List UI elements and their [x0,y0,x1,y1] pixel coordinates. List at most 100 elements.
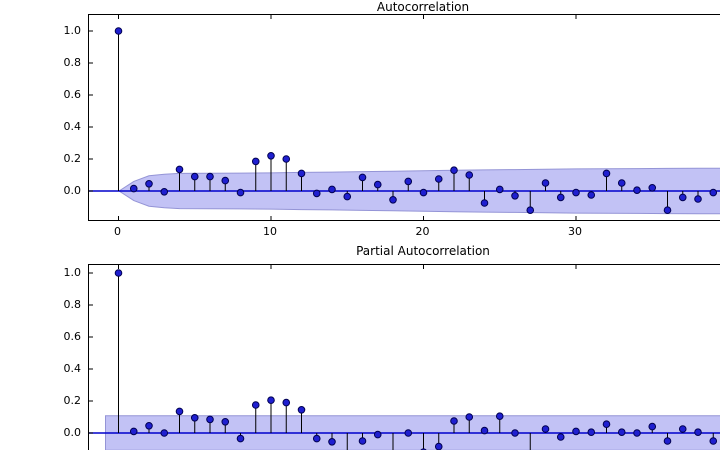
pacf-canvas [89,265,720,450]
stem-marker [221,176,230,185]
stem-marker [587,191,596,199]
stem-marker [114,269,123,277]
y-tick-label: 0.8 [63,56,82,69]
stem-marker [678,193,687,202]
stem-marker [129,184,138,193]
y-tick-label: 0.0 [63,426,82,439]
stem-marker [526,206,535,214]
stem-marker [206,172,214,181]
stem-marker [145,180,153,188]
stem-marker [617,179,626,187]
stem-marker [328,438,336,446]
stem-marker [556,433,565,441]
stem-marker [419,188,428,197]
stem-marker [648,422,657,431]
stem-marker [251,157,260,166]
stem-marker [267,152,275,160]
stem-marker [648,184,657,192]
stem-marker [633,429,641,437]
stem-marker [373,180,382,189]
stem-marker [312,189,321,198]
stem-marker [312,434,321,443]
stem-marker [602,169,611,178]
stem-marker [114,27,123,35]
stem-marker [541,425,550,433]
stem-marker [602,420,611,428]
stem-marker [450,166,458,174]
y-tick-label: 0.8 [63,298,82,311]
y-tick-label: 1.0 [63,24,82,37]
stem-marker [175,165,184,174]
stem-marker [160,188,169,196]
y-tick-label: 0.0 [63,184,82,197]
stem-marker [190,414,199,422]
x-tick-label: 0 [114,225,121,238]
stem-marker [541,179,550,187]
stem-marker [633,186,641,194]
y-tick-label: 0.6 [63,330,82,343]
stem-marker [145,422,153,430]
stem-marker [221,418,230,426]
stem-marker [678,425,687,433]
acf-canvas [89,15,720,220]
y-tick-label: 0.2 [63,394,82,407]
stem-marker [267,396,275,404]
stem-marker [358,173,367,182]
stem-marker [282,155,291,163]
stem-marker [663,206,672,214]
acf-axes [88,14,720,221]
stem-marker [495,412,504,420]
y-tick-label: 1.0 [63,266,82,279]
stem-marker [465,171,474,179]
stem-marker [587,428,596,436]
pacf-plot-title: Partial Autocorrelation [356,244,490,258]
stem-marker [328,185,336,194]
stem-marker [129,427,138,436]
pacf-axes [88,264,720,450]
y-tick-label: 0.2 [63,152,82,165]
stem-marker [694,428,702,436]
stem-marker [297,406,306,414]
stem-marker [175,407,184,416]
x-tick-label: 10 [263,225,277,238]
acf-plot-title: Autocorrelation [376,0,470,14]
y-tick-label: 0.6 [63,88,82,101]
stem-marker [556,193,565,202]
stem-marker [465,413,474,421]
y-tick-label: 0.4 [63,120,82,133]
stem-marker [160,429,169,437]
stem-marker [206,415,214,424]
x-tick-label: 30 [568,225,582,238]
stem-marker [480,426,489,435]
x-tick-label: 20 [415,225,430,238]
stem-marker [572,188,580,197]
y-tick-label: 0.4 [63,362,82,375]
stem-marker [511,429,519,437]
stem-marker [709,188,718,197]
stem-marker [434,175,443,183]
stem-marker [358,437,367,445]
stem-marker [404,177,413,186]
stem-marker [450,417,458,425]
stem-marker [389,196,397,204]
stem-marker [572,427,580,436]
stem-marker [251,401,260,409]
stem-marker [495,185,504,194]
stem-marker [709,437,718,445]
stem-marker [617,428,626,436]
stem-marker [434,442,443,450]
stem-marker [236,434,245,443]
stem-marker [404,429,413,437]
stem-marker [282,398,291,407]
stem-marker [236,188,245,197]
stem-marker [343,192,352,201]
stem-marker [297,169,306,178]
stem-marker [694,195,702,203]
stem-marker [190,172,199,181]
stem-marker [480,199,489,207]
stem-marker [373,430,382,439]
stem-marker [663,437,672,445]
